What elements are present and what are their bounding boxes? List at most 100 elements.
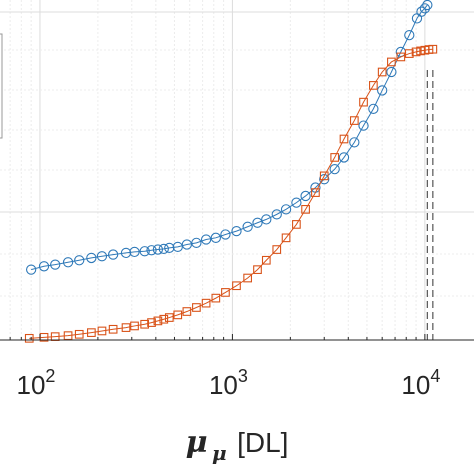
data-point [232,281,241,291]
data-point [368,103,379,114]
data-point [146,245,157,256]
data-point [201,298,211,308]
data-point [319,171,329,181]
data-point [153,316,163,326]
series-line [29,48,433,339]
data-point [139,246,150,257]
data-point [158,243,169,255]
data-point [369,81,378,90]
data-point [253,265,262,275]
data-point [140,319,150,329]
data-point [86,252,97,264]
x-axis-label-subscript: μ [212,441,227,465]
data-point [358,120,369,131]
data-point [164,242,175,254]
reference-lines [426,70,434,340]
data-point [300,190,311,202]
data-point [291,197,302,208]
x-axis-label-unit: [DL] [237,427,288,458]
x-tick-labels: 102 103 104 [16,366,440,400]
x-axis-label-symbol: μ [186,425,208,460]
data-point [50,259,61,270]
data-point [292,220,301,229]
data-point [329,163,340,175]
data-point [182,307,192,316]
data-point [349,137,360,148]
data-point [419,3,431,14]
data-point [74,255,85,266]
x-tick-label: 102 [16,366,55,400]
data-point [377,85,388,96]
data-point [261,214,272,225]
data-point [339,134,349,144]
data-point [210,232,221,243]
data-point [319,174,330,185]
data-point [87,328,96,337]
data-point [120,247,132,259]
data-point [74,329,84,339]
x-tick-exponent: 2 [45,366,55,386]
data-point [211,293,221,303]
data-point [349,116,359,125]
data-point [107,249,119,260]
data-point [252,217,263,228]
data-point [25,264,37,275]
legend-box [0,33,3,139]
data-point [377,67,387,77]
data-point [243,273,253,283]
series-0 [25,0,433,275]
data-point [130,321,139,331]
data-point [386,66,397,78]
data-point [422,0,433,11]
data-point [330,153,340,162]
series-line [31,4,428,271]
data-point [97,326,107,336]
data-point [261,255,271,265]
data-point [173,310,183,320]
data-point [159,314,169,324]
data-point [311,188,320,197]
data-point [181,239,193,250]
x-tick-base: 10 [16,370,45,400]
data-point [63,331,73,340]
x-tick-exponent: 4 [430,366,440,386]
data-point [404,30,415,41]
data-point [404,49,414,58]
data-point [221,288,230,297]
x-tick-label: 104 [401,366,440,400]
data-point [147,318,156,327]
data-point [338,152,350,163]
x-tick-base: 10 [401,370,430,400]
grid [0,0,474,340]
data-point [416,6,427,17]
data-point [200,234,212,245]
data-point [396,52,406,62]
data-point [428,44,438,54]
data-point [38,261,50,272]
data-point [108,324,118,334]
data-point [242,221,253,232]
data-point [387,57,396,67]
data-point [192,303,201,312]
data-point [359,97,368,107]
x-tick-label: 103 [209,366,248,400]
series-1 [24,44,438,343]
data-point [272,245,282,254]
data-series [24,0,438,343]
data-point [129,246,140,258]
data-point [24,333,34,343]
data-point [191,237,202,248]
x-tick-base: 10 [209,370,238,400]
x-axis [0,334,474,341]
x-axis-label: μ μ [DL] [186,425,289,465]
data-point [62,257,74,268]
data-point [281,233,291,243]
data-point [271,209,282,220]
data-point [164,313,174,322]
data-point [301,205,310,214]
data-point [231,225,242,237]
data-point [280,204,292,215]
data-point [411,47,421,57]
data-point [152,244,164,255]
